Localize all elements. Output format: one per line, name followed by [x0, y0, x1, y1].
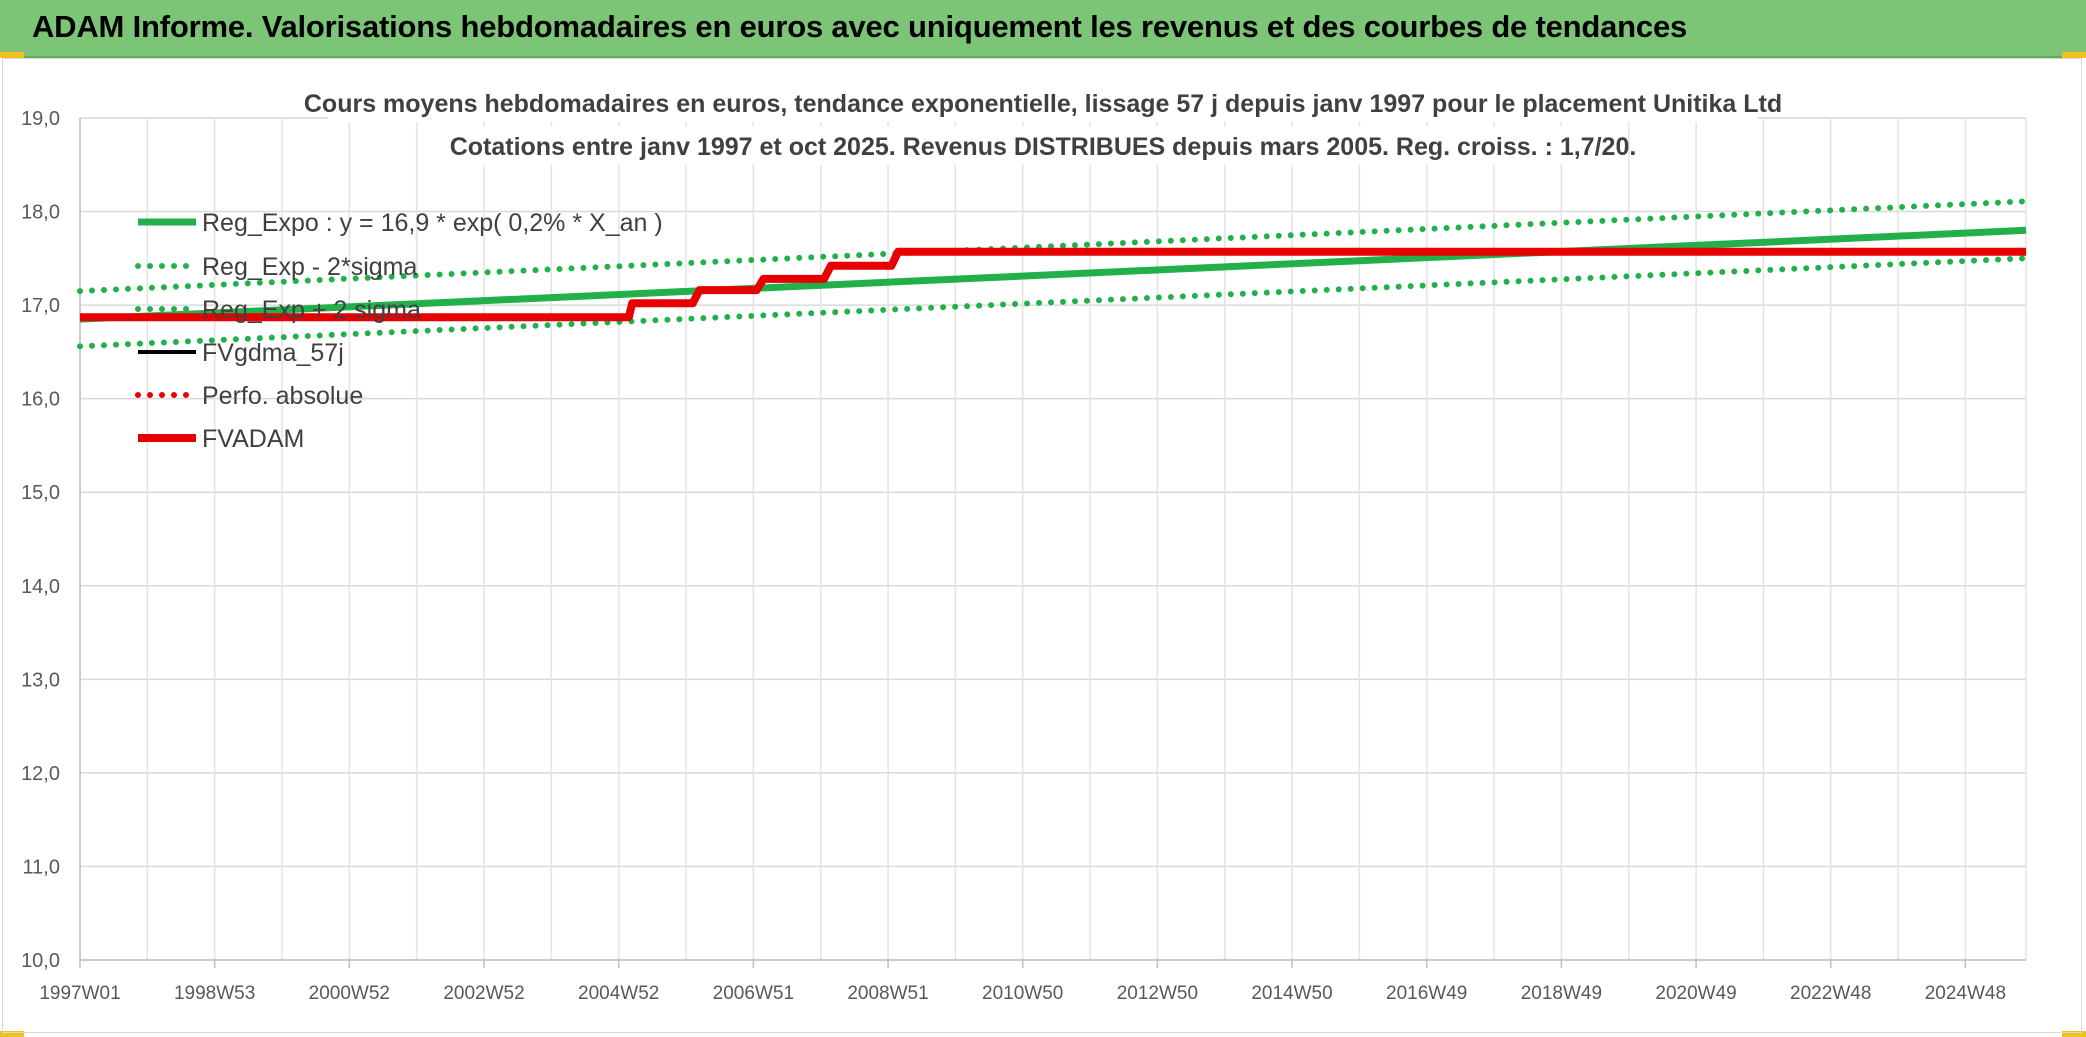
legend-label: Reg_Exp - 2*sigma: [202, 253, 417, 281]
x-tick-label: 2008W51: [847, 983, 928, 1004]
x-tick-label: 2020W49: [1655, 983, 1736, 1004]
chart-title: Cours moyens hebdomadaires en euros, ten…: [304, 84, 1782, 165]
x-tick-label: 2018W49: [1521, 983, 1602, 1004]
header-bar: ADAM Informe. Valorisations hebdomadaire…: [0, 0, 2086, 58]
x-tick-label: 2000W52: [309, 983, 390, 1004]
y-tick-label: 19,0: [21, 108, 60, 130]
series-fvadam: [80, 247, 2026, 322]
y-tick-label: 10,0: [21, 950, 60, 972]
chart-title-bg: [328, 84, 1758, 122]
x-tick-label: 2022W48: [1790, 983, 1871, 1004]
x-tick-label: 2004W52: [578, 983, 659, 1004]
x-tick-label: 2016W49: [1386, 983, 1467, 1004]
page-title: ADAM Informe. Valorisations hebdomadaire…: [32, 9, 1688, 44]
x-tick-label: 2024W48: [1925, 983, 2006, 1004]
x-axis: 1997W01 1998W53 2000W52 2002W52 2004W52 2006W…: [39, 960, 2006, 1004]
y-tick-label: 14,0: [21, 576, 60, 598]
corner-marker: [0, 1031, 24, 1037]
chart-grid: [79, 117, 2027, 961]
x-tick-label: 2006W51: [713, 983, 794, 1004]
legend-label: FVgdma_57j: [202, 339, 344, 367]
y-tick-label: 16,0: [21, 389, 60, 411]
y-tick-label: 13,0: [21, 669, 60, 691]
chart-series: [77, 198, 2029, 350]
chart-title-line: Cours moyens hebdomadaires en euros, ten…: [304, 90, 1782, 118]
y-tick-label: 11,0: [23, 856, 60, 878]
y-tick-label: 15,0: [21, 482, 60, 504]
corner-marker: [2062, 1031, 2086, 1037]
legend-label: FVADAM: [202, 425, 304, 453]
legend-label: Reg_Exp + 2 sigma: [202, 296, 421, 324]
chart-legend: Reg_Expo : y = 16,9 * exp( 0,2% * X_an )…: [135, 209, 663, 453]
corner-marker: [0, 52, 24, 58]
y-axis: 10,0 11,0 12,0 13,0 14,0 15,0 16,0 17,0 18,0 19,0: [21, 108, 60, 972]
series-reg-exp-plus-2sigma: [77, 198, 2029, 295]
chart-title-line: Cotations entre janv 1997 et oct 2025. R…: [450, 133, 1637, 161]
series-reg-exp-minus-2sigma: [77, 255, 2029, 350]
corner-marker: [2062, 52, 2086, 58]
x-tick-label: 2010W50: [982, 983, 1063, 1004]
x-tick-label: 1998W53: [174, 983, 255, 1004]
y-tick-label: 18,0: [21, 202, 60, 224]
series-reg-expo: [79, 226, 2027, 323]
x-tick-label: 1997W01: [39, 983, 120, 1004]
y-tick-label: 12,0: [21, 763, 60, 785]
legend-label: Reg_Expo : y = 16,9 * exp( 0,2% * X_an ): [202, 209, 663, 237]
x-tick-label: 2002W52: [443, 983, 524, 1004]
x-tick-label: 2012W50: [1117, 983, 1198, 1004]
y-tick-label: 17,0: [21, 295, 60, 317]
chart-frame: [2, 58, 2082, 1033]
legend-label: Perfo. absolue: [202, 382, 363, 410]
chart-title-bg: [483, 127, 1603, 165]
x-tick-label: 2014W50: [1251, 983, 1332, 1004]
